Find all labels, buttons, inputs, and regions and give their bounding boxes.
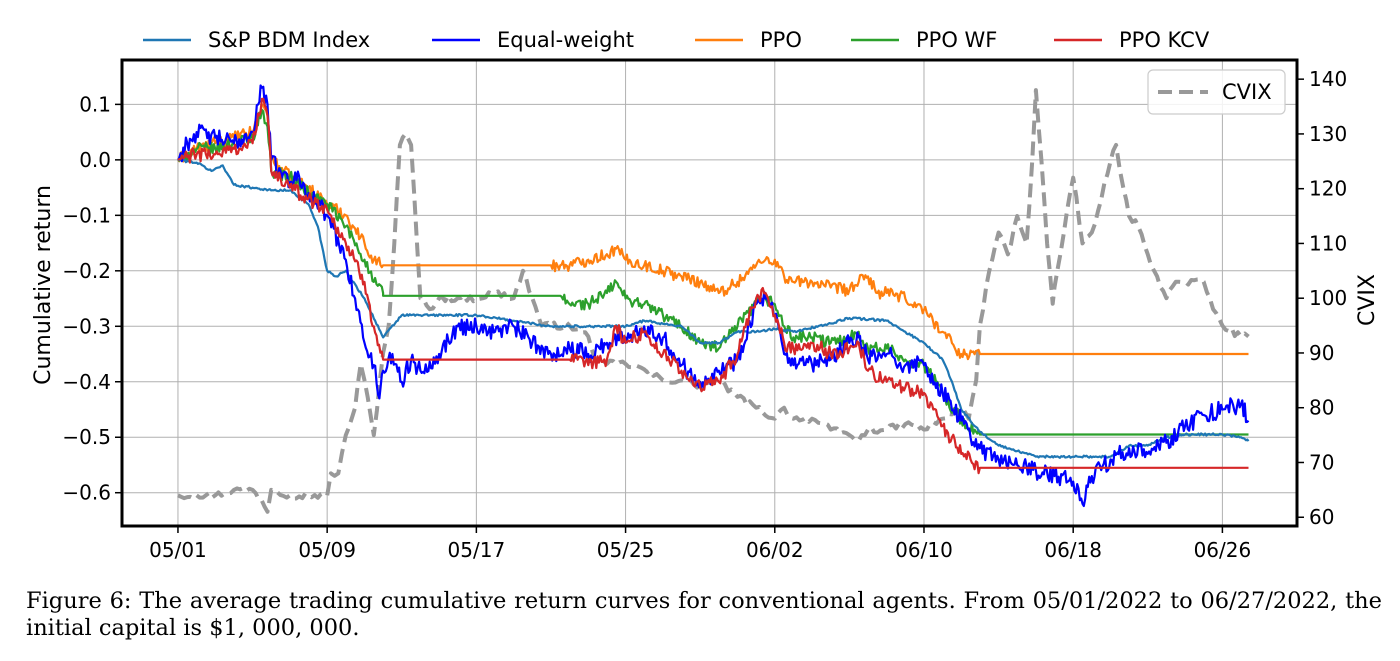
x-axis: 05/01 05/09 05/17 05/25 06/02 06/10 06/18 06/26 (149, 526, 1251, 562)
y-tick-label-right: 100 (1309, 286, 1347, 310)
y-tick-label-right: 70 (1309, 450, 1334, 474)
series-line-ppo-kcv (177, 97, 1249, 475)
series-line-ppo (177, 103, 1249, 361)
legend-label-ppo-kcv: PPO KCV (1119, 28, 1210, 52)
series-layer (177, 84, 1250, 514)
x-tick-label: 06/02 (746, 538, 804, 562)
x-tick-label: 05/01 (149, 538, 207, 562)
y-axis-label-left: Cumulative return (31, 185, 56, 385)
legend-cvix: CVIX (1147, 69, 1286, 115)
y-tick-label-right: 140 (1309, 67, 1347, 91)
y-axis-label-right: CVIX (1355, 274, 1380, 326)
y-tick-label-left: 0.0 (79, 148, 111, 172)
legend-label-equal-weight: Equal-weight (497, 28, 634, 52)
y-tick-label-right: 130 (1309, 122, 1347, 146)
legend-label-ppo-wf: PPO WF (916, 28, 997, 52)
x-tick-label: 05/17 (448, 538, 506, 562)
series-line-cvix (177, 88, 1250, 514)
x-tick-label: 06/26 (1194, 538, 1252, 562)
y-tick-label-left: −0.2 (62, 259, 111, 283)
legend-label-ppo: PPO (760, 28, 802, 52)
y-tick-label-right: 120 (1309, 177, 1347, 201)
legend-label-sp-bdm-index: S&P BDM Index (208, 28, 370, 52)
x-tick-label: 05/09 (298, 538, 356, 562)
y-tick-label-right: 60 (1309, 505, 1334, 529)
legend-label-cvix: CVIX (1222, 80, 1272, 104)
y-tick-label-left: −0.4 (62, 370, 111, 394)
y-tick-label-left: −0.5 (62, 425, 111, 449)
x-tick-label: 06/18 (1044, 538, 1102, 562)
x-tick-label: 06/10 (895, 538, 953, 562)
series-line-equal-weight (177, 84, 1250, 508)
legend-box (1147, 69, 1286, 115)
series-line-sp-bdm-index (177, 158, 1250, 459)
y-tick-label-left: −0.3 (62, 314, 111, 338)
y-tick-label-left: −0.6 (62, 481, 111, 505)
right-axis: 60 70 80 90 100 110 120 130 140 (1297, 67, 1347, 529)
figure-caption: Figure 6: The average trading cumulative… (26, 588, 1382, 641)
y-tick-label-left: 0.1 (79, 92, 111, 116)
x-tick-label: 05/25 (597, 538, 655, 562)
y-tick-label-right: 80 (1309, 396, 1334, 420)
y-tick-label-left: −0.1 (62, 203, 111, 227)
series-line-ppo-wf (177, 108, 1249, 436)
legend-top: S&P BDM Index Equal-weight PPO PPO WF PPO KC… (143, 28, 1210, 52)
plot-frame (120, 58, 1299, 528)
left-axis: 0.1 0.0 −0.1 −0.2 −0.3 −0.4 −0.5 −0.6 (62, 92, 122, 505)
y-tick-label-right: 110 (1309, 231, 1347, 255)
y-tick-label-right: 90 (1309, 341, 1334, 365)
